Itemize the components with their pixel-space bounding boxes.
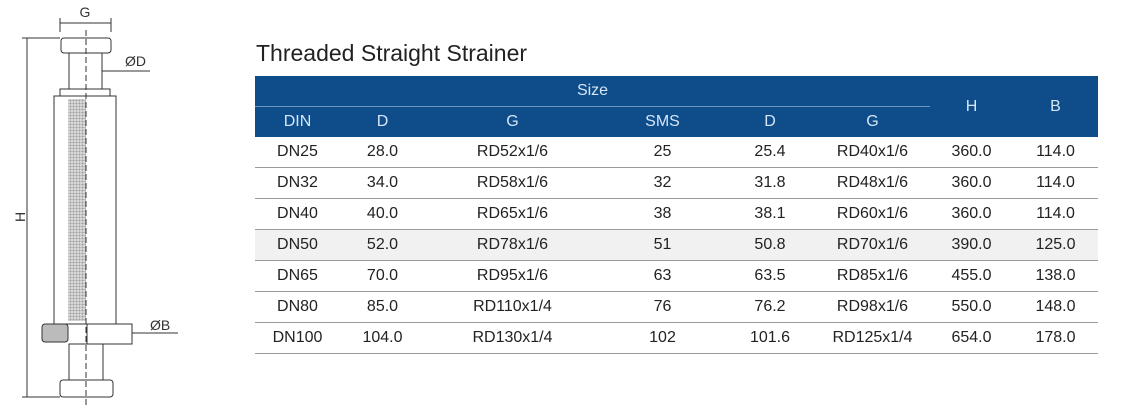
table-cell: RD78x1/6: [425, 229, 600, 261]
sub-header: G: [425, 106, 600, 137]
table-cell: RD130x1/4: [425, 322, 600, 354]
table-cell: 360.0: [930, 198, 1013, 230]
sub-header: D: [725, 106, 815, 137]
table-cell: 38.1: [725, 198, 815, 230]
table-cell: 76.2: [725, 291, 815, 323]
table-cell: 114.0: [1013, 198, 1098, 230]
table-cell: 125.0: [1013, 229, 1098, 261]
table-cell: 32: [600, 167, 725, 199]
table-cell: DN50: [255, 229, 340, 261]
d-dimension-label: ØD: [125, 53, 146, 69]
table-cell: 28.0: [340, 137, 425, 168]
h-dimension-label: H: [12, 212, 28, 222]
sub-header: D: [340, 106, 425, 137]
page-title: Threaded Straight Strainer: [256, 40, 528, 66]
table-row: DN25 28.0 RD52x1/6 25 25.4 RD40x1/6 360.0 114.0: [255, 137, 1098, 168]
h-header: H: [930, 76, 1013, 137]
table-cell: 85.0: [340, 291, 425, 323]
table-cell: RD85x1/6: [815, 260, 930, 292]
table-cell: 25.4: [725, 137, 815, 168]
table-row: DN32 34.0 RD58x1/6 32 31.8 RD48x1/6 360.0 114.0: [255, 167, 1098, 199]
table-cell: 50.8: [725, 229, 815, 261]
table-cell: DN100: [255, 322, 340, 354]
table-cell: DN40: [255, 198, 340, 230]
size-group-header: Size: [255, 76, 930, 107]
table-cell: 390.0: [930, 229, 1013, 261]
table-row: DN100 104.0 RD130x1/4 102 101.6 RD125x1/4 654.…: [255, 322, 1098, 354]
table-cell: RD125x1/4: [815, 322, 930, 354]
table-cell: 455.0: [930, 260, 1013, 292]
table-cell: RD48x1/6: [815, 167, 930, 199]
g-dimension-label: G: [80, 4, 91, 20]
table-row: DN65 70.0 RD95x1/6 63 63.5 RD85x1/6 455.0 138.0: [255, 260, 1098, 292]
table-cell: 63: [600, 260, 725, 292]
table-cell: DN32: [255, 167, 340, 199]
table-cell: RD70x1/6: [815, 229, 930, 261]
table-cell: 40.0: [340, 198, 425, 230]
table-cell: 178.0: [1013, 322, 1098, 354]
spec-table: Size H B DIN D G SMS D G DN25 28.0 RD52x1/6 25 25…: [255, 76, 1098, 354]
table-cell: RD65x1/6: [425, 198, 600, 230]
table-cell: 114.0: [1013, 167, 1098, 199]
table-cell: 76: [600, 291, 725, 323]
table-cell: 654.0: [930, 322, 1013, 354]
table-cell: 101.6: [725, 322, 815, 354]
b-dimension-label: ØB: [150, 317, 170, 333]
table-cell: 38: [600, 198, 725, 230]
table-cell: 63.5: [725, 260, 815, 292]
table-cell: 34.0: [340, 167, 425, 199]
table-cell: RD52x1/6: [425, 137, 600, 168]
table-cell: 51: [600, 229, 725, 261]
table-cell: RD110x1/4: [425, 291, 600, 323]
table-cell: RD60x1/6: [815, 198, 930, 230]
table-cell: 360.0: [930, 167, 1013, 199]
table-cell: DN25: [255, 137, 340, 168]
table-cell: 138.0: [1013, 260, 1098, 292]
table-cell: 148.0: [1013, 291, 1098, 323]
table-cell: DN80: [255, 291, 340, 323]
table-cell: RD40x1/6: [815, 137, 930, 168]
table-cell: RD58x1/6: [425, 167, 600, 199]
table-cell: RD98x1/6: [815, 291, 930, 323]
table-cell: 102: [600, 322, 725, 354]
table-cell: 25: [600, 137, 725, 168]
table-cell: 360.0: [930, 137, 1013, 168]
table-cell: 52.0: [340, 229, 425, 261]
table-cell: RD95x1/6: [425, 260, 600, 292]
table-cell: 104.0: [340, 322, 425, 354]
table-cell: 70.0: [340, 260, 425, 292]
table-cell: DN65: [255, 260, 340, 292]
strainer-drawing: G ØD ØB H: [12, 4, 178, 405]
sub-header: SMS: [600, 106, 725, 137]
table-cell: 31.8: [725, 167, 815, 199]
b-header: B: [1013, 76, 1098, 137]
table-cell: 550.0: [930, 291, 1013, 323]
table-row: DN40 40.0 RD65x1/6 38 38.1 RD60x1/6 360.0 114.0: [255, 198, 1098, 230]
table-row: DN50 52.0 RD78x1/6 51 50.8 RD70x1/6 390.0 125.0: [255, 229, 1098, 261]
sub-header: DIN: [255, 106, 340, 137]
table-row: DN80 85.0 RD110x1/4 76 76.2 RD98x1/6 550.0 148.…: [255, 291, 1098, 323]
table-cell: 114.0: [1013, 137, 1098, 168]
sub-header: G: [815, 106, 930, 137]
